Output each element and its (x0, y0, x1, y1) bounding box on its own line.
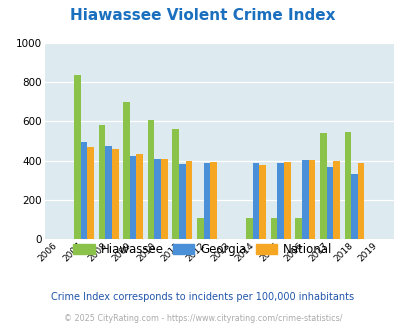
Bar (210, 162, 216, 239)
Legend: Hiawassee, Georgia, National: Hiawassee, Georgia, National (70, 240, 335, 260)
Bar (179, 164, 185, 239)
Bar (81, 142, 87, 239)
Bar (252, 163, 259, 239)
Text: Hiawassee Violent Crime Index: Hiawassee Violent Crime Index (70, 8, 335, 23)
Bar (147, 120, 154, 239)
Bar (98, 125, 105, 239)
Bar (344, 132, 350, 239)
Bar (301, 160, 308, 239)
Bar (326, 167, 333, 239)
Bar (284, 162, 290, 239)
Bar (308, 160, 315, 239)
Bar (130, 156, 136, 239)
Bar (294, 218, 301, 239)
Bar (277, 163, 283, 239)
Bar (350, 175, 357, 239)
Bar (259, 165, 265, 239)
Bar (203, 163, 210, 239)
Bar (105, 146, 112, 239)
Text: Crime Index corresponds to incidents per 100,000 inhabitants: Crime Index corresponds to incidents per… (51, 292, 354, 302)
Bar (196, 218, 203, 239)
Bar (185, 161, 192, 239)
Bar (270, 218, 277, 239)
Bar (161, 159, 167, 239)
Bar (357, 163, 364, 239)
Bar (333, 161, 339, 239)
Text: © 2025 CityRating.com - https://www.cityrating.com/crime-statistics/: © 2025 CityRating.com - https://www.city… (64, 314, 341, 323)
Bar (112, 149, 118, 239)
Bar (136, 154, 143, 239)
Bar (172, 129, 179, 239)
Bar (74, 75, 81, 239)
Bar (245, 218, 252, 239)
Bar (154, 159, 161, 239)
Bar (319, 133, 326, 239)
Bar (123, 102, 130, 239)
Bar (87, 148, 94, 239)
